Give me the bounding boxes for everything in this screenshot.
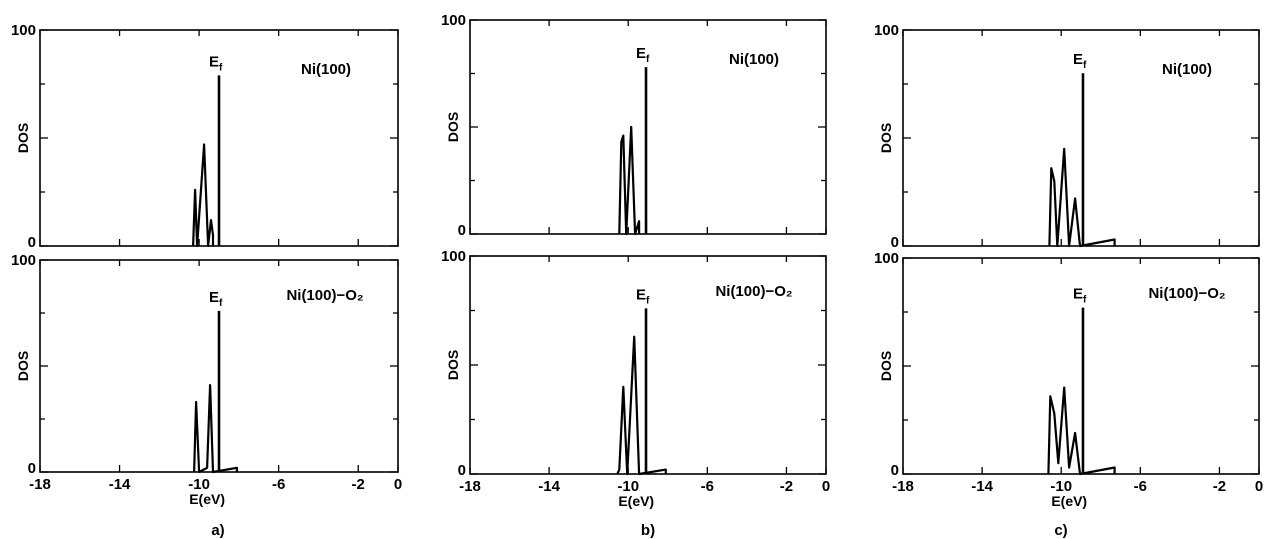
y-tick-label: 100 [874,250,899,267]
x-tick-label: -2 [780,478,793,495]
dos-curve [193,384,238,474]
y-tick-label: 0 [28,460,36,477]
dos-panel-b-bottom: 0 100 -18 -14 -10 -6 -2 0 DOS E(eV) Ni(100)−O₂ Ef [441,248,830,509]
panel-title: Ni(100)−O₂ [715,283,792,300]
y-axis-label: DOS [15,123,31,153]
y-tick-label: 100 [441,248,466,265]
dos-panel-c-bottom: 0 100 -18 -14 -10 -6 -2 0 DOS E(eV) Ni(100)−O₂ Ef [874,250,1263,509]
y-tick-label: 0 [458,462,466,479]
panel-title: Ni(100) [729,51,779,68]
x-tick-label: -18 [29,476,51,493]
fermi-level-label: Ef [209,53,223,73]
x-tick-label: 0 [1255,478,1263,495]
y-axis-label: DOS [445,350,461,380]
subfigure-label-a: a) [211,522,224,539]
subfigure-label-b: b) [641,522,655,539]
y-axis-label: DOS [15,351,31,381]
x-axis-label: E(eV) [1051,493,1087,509]
panel-title: Ni(100) [301,61,351,78]
x-tick-label: -2 [352,476,365,493]
x-tick-label: -18 [459,478,481,495]
dos-curve [192,143,215,248]
x-tick-label: -10 [617,478,639,495]
y-tick-label: 0 [891,462,899,479]
x-axis-label: E(eV) [189,491,225,507]
x-tick-label: -6 [701,478,714,495]
dos-curve [616,335,667,476]
x-tick-label: -10 [1050,478,1072,495]
y-tick-label: 0 [458,222,466,239]
x-tick-label: -6 [1134,478,1147,495]
x-tick-label: -14 [109,476,131,493]
y-axis-label: DOS [445,112,461,142]
x-axis-label: E(eV) [618,493,654,509]
x-tick-label: -18 [892,478,914,495]
panel-title: Ni(100)−O₂ [286,287,363,304]
fermi-level-label: Ef [209,289,223,309]
dos-panel-b-top: 0 100 DOS Ni(100) Ef [441,12,827,239]
y-tick-label: 0 [28,234,36,251]
y-tick-label: 100 [11,252,36,269]
fermi-level-label: Ef [636,45,650,65]
dos-panel-a-top: 0 100 DOS Ni(100) Ef [11,22,399,251]
fermi-level-label: Ef [636,286,650,306]
x-tick-label: 0 [394,476,402,493]
x-tick-label: -14 [538,478,560,495]
dos-panel-a-bottom: 0 100 -18 -14 -10 -6 -2 0 DOS E(eV) Ni(100)−O₂ Ef [11,252,402,507]
fermi-level-label: Ef [1073,286,1087,306]
x-tick-label: -10 [188,476,210,493]
dos-curve [1047,386,1116,476]
y-tick-label: 0 [891,234,899,251]
fermi-level-label: Ef [1073,51,1087,71]
panel-title: Ni(100)−O₂ [1148,285,1225,302]
subfigure-label-c: c) [1054,522,1067,539]
panel-title: Ni(100) [1162,61,1212,78]
dos-panel-c-top: 0 100 DOS Ni(100) Ef [874,22,1260,251]
y-tick-label: 100 [11,22,36,39]
y-tick-label: 100 [874,22,899,39]
dos-curve [618,125,641,236]
y-axis-label: DOS [878,123,894,153]
dos-curve [1048,147,1116,248]
y-tick-label: 100 [441,12,466,29]
x-tick-label: -2 [1213,478,1226,495]
x-tick-label: -14 [971,478,993,495]
x-tick-label: -6 [272,476,285,493]
y-axis-label: DOS [878,351,894,381]
x-tick-label: 0 [822,478,830,495]
